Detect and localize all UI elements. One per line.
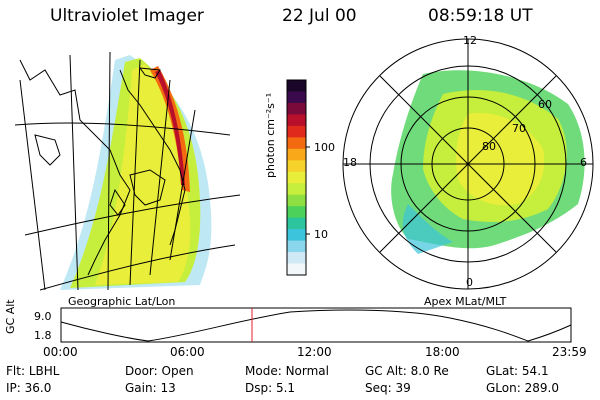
colorbar-band (287, 80, 306, 93)
colorbar-band (287, 240, 306, 253)
colorbar-band (287, 229, 306, 242)
app-title: Ultraviolet Imager (50, 6, 204, 26)
colorbar-band (287, 148, 306, 161)
mlt-label-12: 12 (463, 34, 477, 47)
status-filter: Flt: LBHL (6, 364, 60, 378)
image-date: 22 Jul 00 (282, 6, 357, 26)
colorbar-band (287, 114, 306, 127)
image-time: 08:59:18 UT (428, 6, 533, 26)
status-door: Door: Open (125, 364, 194, 378)
status-dsp: Dsp: 5.1 (245, 381, 296, 395)
status-glat: GLat: 54.1 (486, 364, 549, 378)
left-map-label: Geographic Lat/Lon (68, 295, 176, 308)
timeline-xtick-1800: 18:00 (425, 345, 460, 359)
colorbar-band (287, 102, 306, 116)
colorbar-band (287, 160, 306, 173)
colorbar-band (287, 263, 306, 276)
colorbar-band (287, 91, 306, 104)
status-glon: GLon: 289.0 (486, 381, 559, 395)
right-map-label: Apex MLat/MLT (424, 295, 507, 308)
colorbar-band (287, 194, 306, 207)
timeline-axis-label: GC Alt (4, 299, 17, 334)
status-ip: IP: 36.0 (6, 381, 52, 395)
timeline-ytick-max: 9.0 (34, 310, 52, 323)
colorbar-band (287, 252, 306, 265)
colorbar-tick-100: 100 (314, 141, 335, 154)
colorbar-band (287, 137, 306, 150)
timeline-xtick-0000: 00:00 (43, 345, 78, 359)
status-gain: Gain: 13 (125, 381, 176, 395)
timeline-xtick-1200: 12:00 (297, 345, 332, 359)
mlt-label-6: 6 (580, 156, 587, 169)
status-mode: Mode: Normal (245, 364, 329, 378)
coastlines (19, 59, 186, 276)
timeline-xtick-2359: 23:59 (552, 345, 587, 359)
mlt-label-18: 18 (343, 156, 357, 169)
timeline-xtick-0600: 06:00 (170, 345, 205, 359)
colorbar-band (287, 183, 306, 196)
mlat-label-70: 70 (512, 122, 526, 135)
mlt-label-0: 0 (466, 276, 473, 289)
geographic-grid (14, 51, 241, 291)
colorbar-band (287, 217, 306, 230)
mlat-label-60: 60 (538, 98, 552, 111)
timeline-ytick-min: 1.8 (34, 329, 52, 342)
colorbar-band (287, 206, 306, 219)
status-seq: Seq: 39 (365, 381, 411, 395)
mlat-label-80: 80 (482, 140, 496, 153)
status-gc-alt: GC Alt: 8.0 Re (365, 364, 449, 378)
colorbar-band (287, 125, 306, 138)
colorbar-tick-10: 10 (314, 228, 328, 241)
colorbar-band (287, 171, 306, 184)
